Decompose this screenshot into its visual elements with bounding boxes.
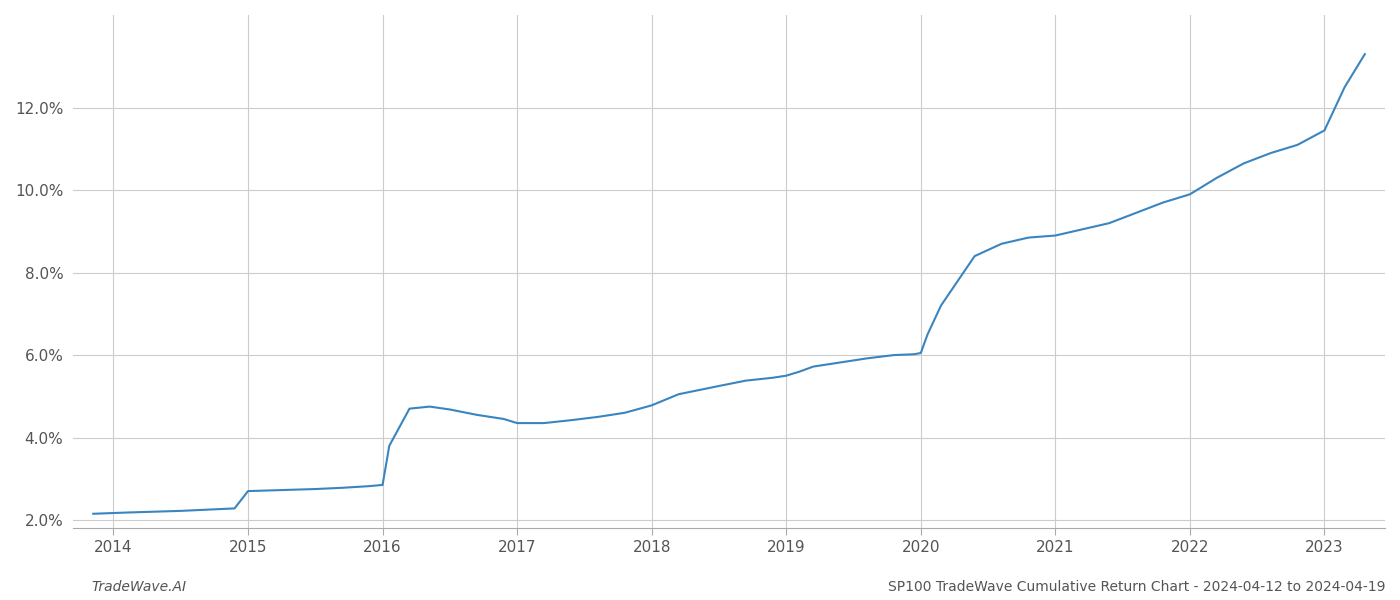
- Text: SP100 TradeWave Cumulative Return Chart - 2024-04-12 to 2024-04-19: SP100 TradeWave Cumulative Return Chart …: [889, 580, 1386, 594]
- Text: TradeWave.AI: TradeWave.AI: [91, 580, 186, 594]
